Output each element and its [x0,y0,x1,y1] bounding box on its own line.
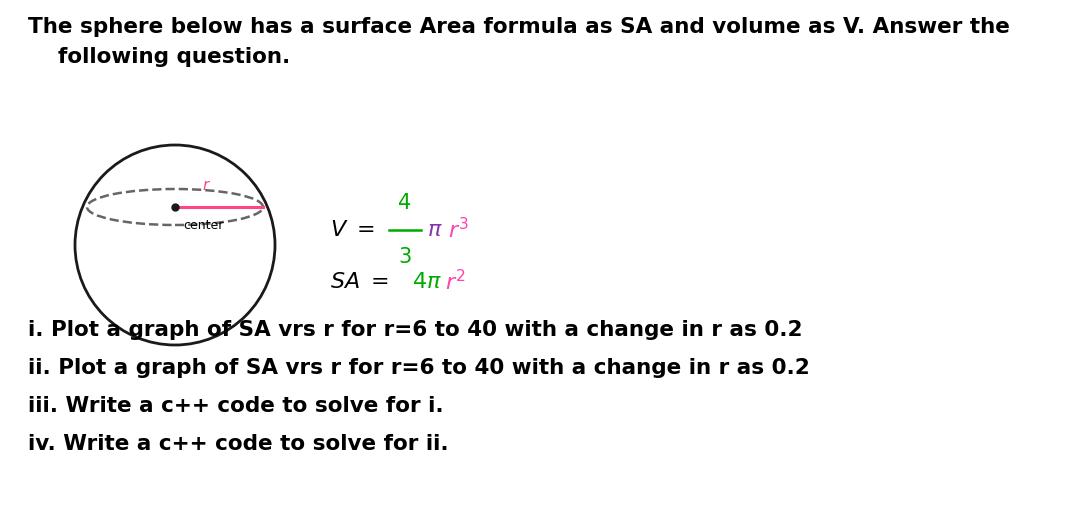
Text: $\pi$: $\pi$ [427,220,443,240]
Text: The sphere below has a surface Area formula as SA and volume as V. Answer the: The sphere below has a surface Area form… [28,17,1010,37]
Text: $4\pi$: $4\pi$ [411,272,442,292]
Text: iii. Write a c++ code to solve for i.: iii. Write a c++ code to solve for i. [28,396,444,416]
Text: 3: 3 [399,247,411,267]
Text: center: center [183,219,224,232]
Text: $r^2$: $r^2$ [445,269,465,295]
Text: r: r [203,178,208,193]
Text: ii. Plot a graph of SA vrs r for r=6 to 40 with a change in r as 0.2: ii. Plot a graph of SA vrs r for r=6 to … [28,358,810,378]
Text: $\mathit{V}\ =$: $\mathit{V}\ =$ [330,220,375,240]
Text: 4: 4 [399,193,411,213]
Text: $r^3$: $r^3$ [448,217,469,243]
Text: following question.: following question. [28,47,291,67]
Text: i. Plot a graph of SA vrs r for r=6 to 40 with a change in r as 0.2: i. Plot a graph of SA vrs r for r=6 to 4… [28,320,802,340]
Text: $\mathit{SA}\ =\ $: $\mathit{SA}\ =\ $ [330,272,389,292]
Text: iv. Write a c++ code to solve for ii.: iv. Write a c++ code to solve for ii. [28,434,448,454]
